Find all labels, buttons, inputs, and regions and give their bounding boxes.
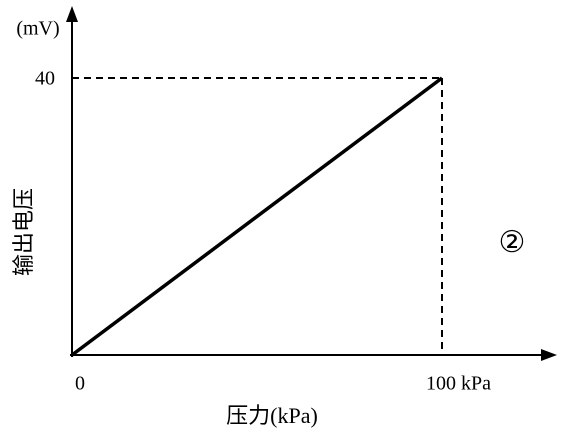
x-tick-label: 0 — [75, 373, 85, 395]
y-axis-arrow — [66, 6, 78, 22]
y-unit: (mV) — [16, 18, 59, 40]
x-tick-label: 100 kPa — [426, 373, 491, 395]
y-axis-label: 输出电压 — [11, 188, 36, 276]
y-tick-label: 40 — [35, 68, 55, 90]
x-axis-label: 压力(kPa) — [226, 403, 318, 428]
annotation: ② — [499, 226, 526, 259]
data-line — [70, 76, 444, 357]
x-axis-arrow — [541, 349, 557, 361]
